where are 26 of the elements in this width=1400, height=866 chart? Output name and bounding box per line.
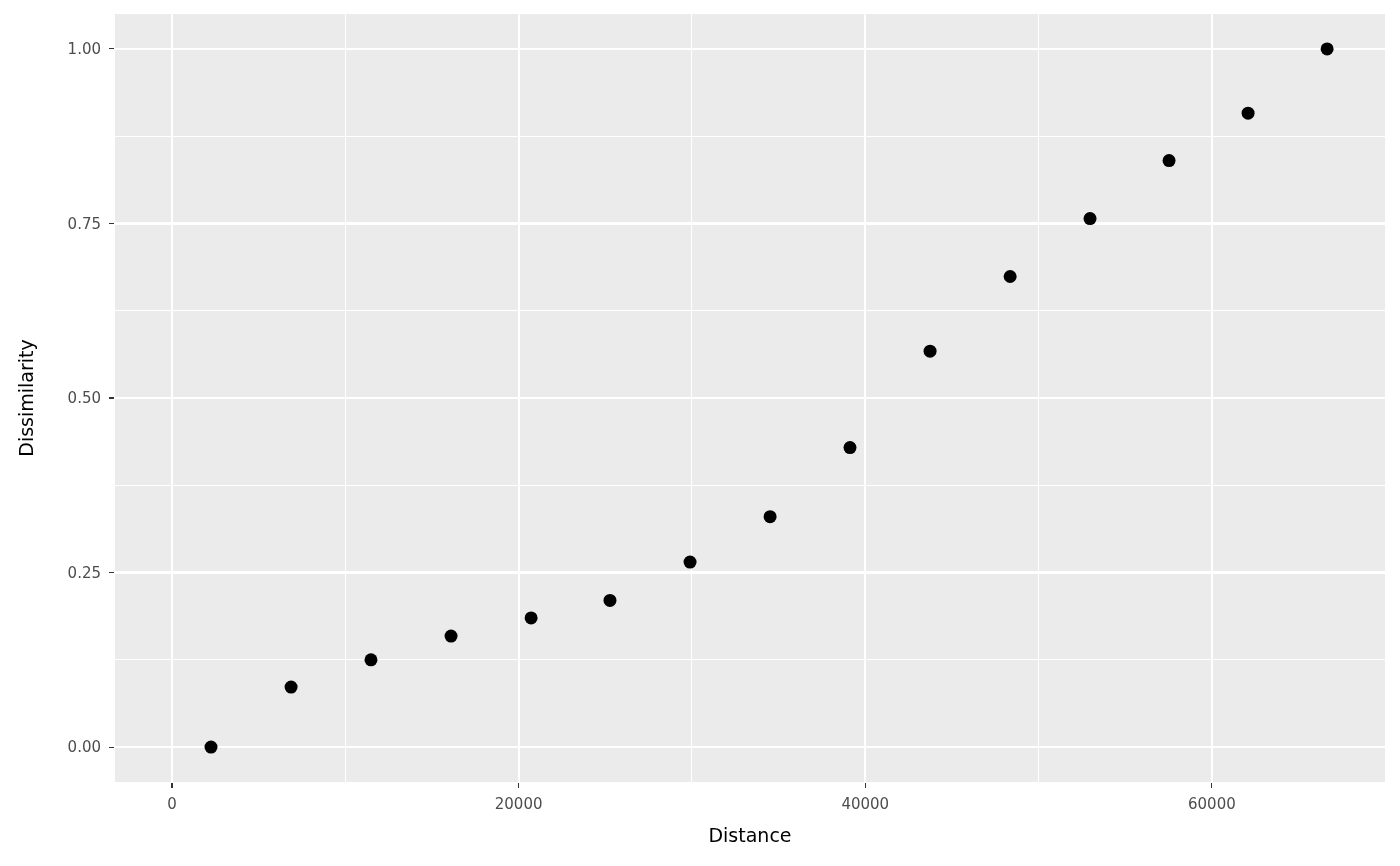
x-tick-label: 40000 (841, 795, 890, 813)
point (364, 653, 378, 667)
point (1320, 42, 1334, 56)
point (1083, 212, 1097, 226)
y-tick-label: 0.25 (67, 563, 101, 582)
x-axis-title: Distance (708, 823, 792, 846)
x-tick-label: 60000 (1188, 795, 1236, 813)
y-tick-label: 0.50 (67, 389, 101, 408)
point (1241, 106, 1255, 120)
point (763, 510, 777, 524)
x-tick-label: 0 (167, 795, 177, 813)
point (1162, 154, 1176, 168)
point (843, 441, 857, 455)
point (683, 555, 697, 569)
point (603, 593, 617, 607)
y-tick-label: 0.75 (67, 214, 101, 233)
y-tick-label: 1.00 (67, 40, 101, 59)
point (444, 629, 458, 643)
y-axis-title: Dissimilarity (15, 339, 38, 457)
x-tick-label: 20000 (494, 795, 543, 813)
point (1003, 270, 1017, 284)
point (923, 344, 937, 358)
point (524, 611, 538, 625)
point (284, 680, 298, 694)
point (204, 740, 218, 754)
y-tick-label: 0.00 (67, 738, 101, 757)
